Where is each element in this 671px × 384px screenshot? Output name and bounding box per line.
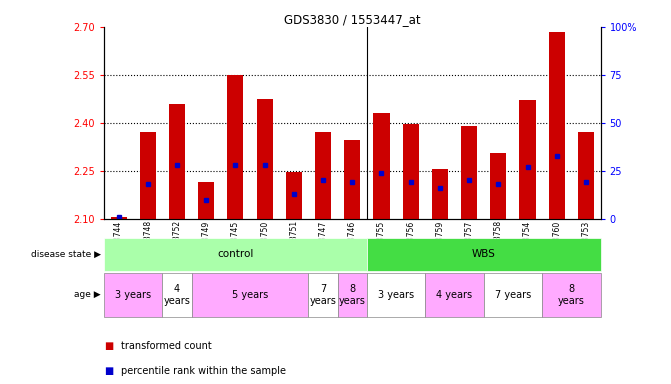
Bar	[367, 238, 601, 271]
Text: age ▶: age ▶	[74, 290, 101, 299]
Bar	[484, 273, 542, 317]
Bar	[578, 132, 594, 219]
Bar	[315, 132, 331, 219]
Bar	[542, 273, 601, 317]
Bar	[309, 273, 338, 317]
Bar	[338, 273, 367, 317]
Text: 8
years: 8 years	[558, 284, 584, 306]
Bar	[256, 99, 272, 219]
Bar	[461, 126, 477, 219]
Text: 7 years: 7 years	[495, 290, 531, 300]
Bar	[169, 104, 185, 219]
Bar	[519, 101, 535, 219]
Bar	[198, 182, 214, 219]
Text: 5 years: 5 years	[232, 290, 268, 300]
Bar	[162, 273, 192, 317]
Bar	[104, 273, 162, 317]
Bar	[425, 273, 484, 317]
Title: GDS3830 / 1553447_at: GDS3830 / 1553447_at	[284, 13, 421, 26]
Text: 3 years: 3 years	[378, 290, 414, 300]
Bar	[403, 124, 419, 219]
Bar	[286, 172, 302, 219]
Text: disease state ▶: disease state ▶	[31, 250, 101, 259]
Text: 3 years: 3 years	[115, 290, 151, 300]
Bar	[227, 75, 244, 219]
Bar	[549, 32, 565, 219]
Bar	[140, 132, 156, 219]
Text: 4
years: 4 years	[164, 284, 191, 306]
Text: transformed count: transformed count	[121, 341, 211, 351]
Text: 7
years: 7 years	[309, 284, 336, 306]
Text: WBS: WBS	[472, 249, 496, 260]
Bar	[344, 141, 360, 219]
Bar	[432, 169, 448, 219]
Bar	[104, 238, 367, 271]
Text: 8
years: 8 years	[339, 284, 366, 306]
Bar	[491, 153, 507, 219]
Bar	[374, 113, 389, 219]
Bar	[192, 273, 309, 317]
Text: percentile rank within the sample: percentile rank within the sample	[121, 366, 286, 376]
Text: ■: ■	[104, 366, 113, 376]
Bar	[111, 217, 127, 219]
Text: control: control	[217, 249, 254, 260]
Text: 4 years: 4 years	[436, 290, 472, 300]
Text: ■: ■	[104, 341, 113, 351]
Bar	[367, 273, 425, 317]
